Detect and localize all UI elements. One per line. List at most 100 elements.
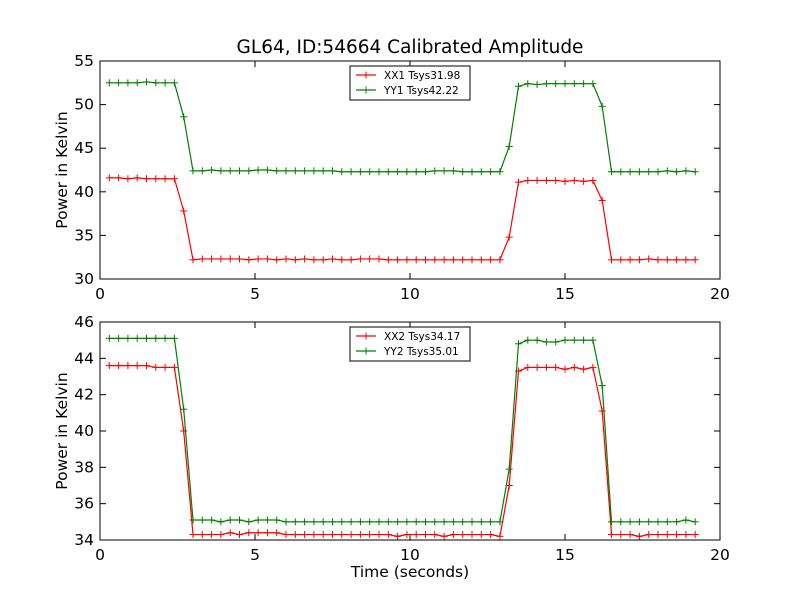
plot-frame <box>99 60 721 280</box>
data-point <box>561 177 569 185</box>
data-point <box>533 81 541 89</box>
data-point <box>356 531 364 539</box>
data-point <box>236 516 243 524</box>
data-point <box>468 518 476 526</box>
chart-title: GL64, ID:54664 Calibrated Amplitude <box>237 37 584 58</box>
data-point <box>161 334 169 342</box>
data-point <box>384 168 392 176</box>
data-point <box>691 168 699 176</box>
data-point <box>282 255 290 263</box>
series-line <box>109 81 696 173</box>
data-point <box>105 79 113 87</box>
data-point <box>189 167 197 175</box>
series-xx-1 <box>105 362 699 540</box>
data-point <box>236 167 243 175</box>
data-point <box>431 167 439 175</box>
data-point <box>115 334 123 342</box>
series-yy-1 <box>105 334 699 526</box>
data-point <box>449 167 457 175</box>
data-point <box>152 175 160 183</box>
data-point <box>282 518 290 526</box>
y-tick-label: 45 <box>74 139 94 157</box>
data-point <box>617 531 625 539</box>
series-yy-0 <box>105 78 699 176</box>
data-point <box>329 531 336 539</box>
data-point <box>152 79 160 87</box>
data-point <box>115 174 123 182</box>
data-point <box>161 79 169 87</box>
data-point <box>254 529 262 537</box>
data-point <box>263 516 271 524</box>
data-point <box>580 336 588 344</box>
data-point <box>310 167 318 175</box>
data-point <box>459 168 467 176</box>
data-point <box>422 168 429 176</box>
data-point <box>459 531 467 539</box>
data-point <box>282 167 290 175</box>
data-point <box>477 256 485 264</box>
data-point <box>552 338 560 346</box>
data-point <box>124 79 132 87</box>
data-point <box>691 531 699 539</box>
data-point <box>366 531 374 539</box>
data-point <box>533 336 541 344</box>
data-point <box>459 518 467 526</box>
data-point <box>524 336 532 344</box>
data-point <box>570 80 578 88</box>
data-point <box>617 256 625 264</box>
x-tick-label: 15 <box>555 546 575 564</box>
data-point <box>263 166 271 174</box>
data-point <box>682 256 690 264</box>
data-point <box>282 531 290 539</box>
data-point <box>598 382 606 390</box>
data-point <box>180 405 188 413</box>
data-point <box>561 336 569 344</box>
data-point <box>663 256 671 264</box>
top-subplot: 0 5 10 15 20 30 35 40 45 50 55 XX1 Tsys31.98 YY1 Tsy… <box>53 52 730 303</box>
data-point <box>105 174 113 182</box>
data-point <box>236 531 243 539</box>
data-point <box>477 531 485 539</box>
data-point <box>654 531 662 539</box>
data-point <box>626 168 634 176</box>
data-point <box>673 168 681 176</box>
data-point <box>170 363 178 371</box>
data-point <box>245 167 253 175</box>
data-point <box>403 168 411 176</box>
data-point <box>226 529 234 537</box>
data-point <box>152 363 160 371</box>
data-point <box>236 255 243 263</box>
data-point <box>440 167 448 175</box>
data-point <box>356 255 364 263</box>
data-point <box>542 363 550 371</box>
legend-label: XX2 Tsys34.17 <box>384 331 460 343</box>
data-point <box>263 255 271 263</box>
data-point <box>217 531 225 539</box>
data-point <box>682 167 690 175</box>
data-point <box>143 334 150 342</box>
y-tick-label: 42 <box>74 386 94 404</box>
data-point <box>468 531 476 539</box>
data-point <box>487 168 495 176</box>
data-point <box>515 178 522 186</box>
data-point <box>291 518 299 526</box>
data-point <box>663 167 671 175</box>
data-point <box>254 516 262 524</box>
data-point <box>170 334 178 342</box>
legend-box <box>349 65 471 101</box>
data-point <box>301 167 309 175</box>
data-point <box>226 167 234 175</box>
data-point <box>477 518 485 526</box>
data-point <box>533 176 541 184</box>
data-point <box>394 256 402 264</box>
data-point <box>273 529 281 537</box>
data-point <box>301 255 309 263</box>
data-point <box>403 518 411 526</box>
y-tick-label: 30 <box>74 270 94 288</box>
data-point <box>440 518 448 526</box>
data-point <box>635 256 643 264</box>
legend: XX1 Tsys31.98 YY1 Tsys42.22 <box>349 65 471 101</box>
data-point <box>394 518 402 526</box>
x-tick-label: 5 <box>250 285 260 303</box>
data-point <box>217 255 225 263</box>
